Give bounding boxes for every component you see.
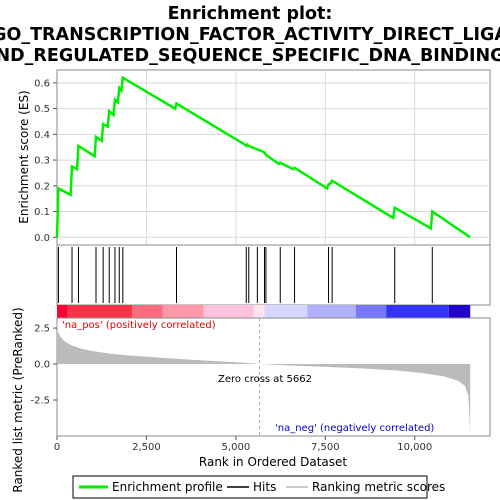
legend-label-ranking-metric: Ranking metric scores: [312, 480, 445, 494]
hit-lines: [57, 247, 433, 303]
metric-x-tick-label: 0: [54, 442, 60, 453]
legend-label-hits: Hits: [253, 480, 276, 494]
color-bar-segment: [355, 305, 387, 318]
metric-x-tick-label: 7,500: [311, 442, 340, 453]
es-y-tick-label: 0.1: [34, 207, 50, 218]
x-axis-label: Rank in Ordered Dataset: [199, 455, 347, 469]
rank-color-bar: [57, 305, 471, 318]
legend-box: [72, 475, 428, 499]
es-y-tick-label: 0.4: [34, 130, 50, 141]
chart-title-line-2: GO_TRANSCRIPTION_FACTOR_ACTIVITY_DIRECT_…: [0, 25, 500, 45]
metric-panel: 2.5 0.0 -2.5 0 2,500 5,000 7,500 10,000 'na_po…: [11, 307, 491, 493]
legend: Enrichment profile Hits Ranking metric s…: [72, 475, 445, 499]
chart-title-line-1: Enrichment plot:: [168, 4, 333, 24]
es-y-tick-label: 0.5: [34, 104, 50, 115]
es-y-tick-label: 0.0: [34, 233, 50, 244]
es-y-ticks: 0.0 0.1 0.2 0.3 0.4 0.5 0.6: [34, 78, 57, 244]
color-bar-segment: [203, 305, 254, 318]
es-y-tick-label: 0.2: [34, 181, 50, 192]
chart-title-line-3: ND_REGULATED_SEQUENCE_SPECIFIC_DNA_BINDI…: [0, 46, 500, 66]
color-bar-segment: [162, 305, 204, 318]
color-bar-segment: [264, 305, 308, 318]
metric-x-tick-label: 5,000: [222, 442, 251, 453]
color-bar-segment: [448, 305, 471, 318]
hits-panel: [56, 244, 491, 306]
es-panel: 0.0 0.1 0.2 0.3 0.4 0.5 0.6 Enrichment score (…: [17, 69, 491, 246]
metric-y-tick-label: -2.5: [30, 396, 50, 407]
color-bar-segment: [67, 305, 133, 318]
metric-x-tick-label: 10,000: [397, 442, 432, 453]
color-bar-segment: [253, 305, 265, 318]
color-bar-segment: [132, 305, 163, 318]
metric-x-ticks: 0 2,500 5,000 7,500 10,000: [54, 436, 432, 453]
color-bar-segment: [386, 305, 449, 318]
es-y-axis-label: Enrichment score (ES): [17, 90, 31, 223]
hits-panel-frame: [56, 244, 491, 306]
color-bar-segment: [57, 305, 68, 318]
es-y-tick-label: 0.3: [34, 156, 50, 167]
negative-correlation-label: 'na_neg' (negatively correlated): [275, 423, 434, 434]
enrichment-profile-line: [55, 75, 471, 239]
metric-y-tick-label: 0.0: [34, 360, 50, 371]
metric-y-ticks: 2.5 0.0 -2.5: [30, 324, 57, 407]
es-y-tick-label: 0.6: [34, 78, 50, 89]
es-panel-frame: [56, 69, 491, 246]
zero-cross-label: Zero cross at 5662: [218, 374, 312, 385]
positive-correlation-label: 'na_pos' (positively correlated): [62, 320, 216, 331]
metric-panel-frame: [56, 317, 491, 437]
metric-x-tick-label: 2,500: [132, 442, 161, 453]
legend-label-enrichment-profile: Enrichment profile: [112, 480, 223, 494]
metric-y-axis-label: Ranked list metric (PreRanked): [11, 307, 25, 492]
metric-y-tick-label: 2.5: [34, 324, 50, 335]
color-bar-segment: [307, 305, 356, 318]
